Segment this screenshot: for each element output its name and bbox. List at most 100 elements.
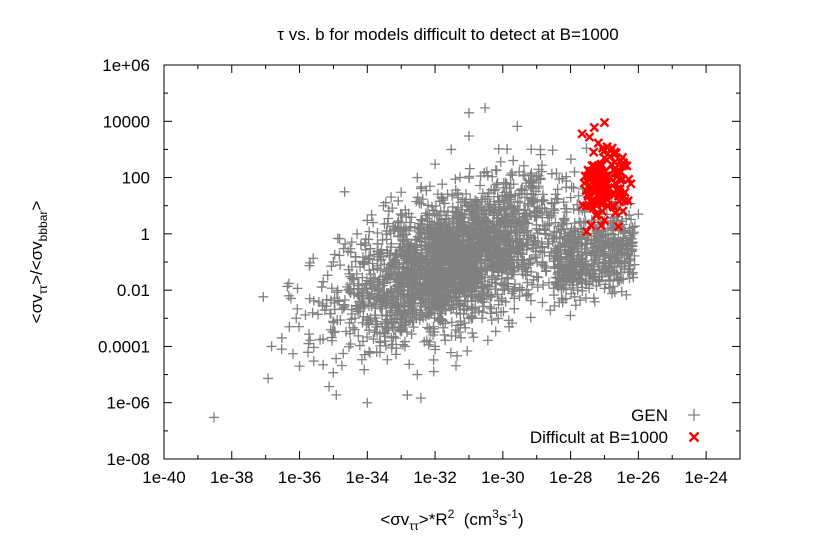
gen-point bbox=[512, 196, 523, 207]
gen-point bbox=[502, 272, 513, 283]
gen-point bbox=[434, 256, 445, 267]
difficult-point bbox=[599, 215, 610, 226]
gen-point bbox=[628, 272, 639, 283]
x-axis-tick-labels: 1e-40 1e-38 1e-36 1e-34 1e-32 1e-30 1e-28 1e-26… bbox=[142, 468, 728, 487]
gen-point bbox=[334, 233, 345, 244]
gen-point bbox=[287, 348, 298, 359]
gen-point bbox=[546, 198, 557, 209]
gen-point bbox=[490, 251, 501, 262]
gen-point bbox=[556, 259, 567, 270]
difficult-point bbox=[620, 187, 630, 198]
gen-point bbox=[318, 276, 329, 287]
gen-point bbox=[452, 350, 463, 361]
gen-point bbox=[483, 290, 494, 301]
gen-point bbox=[328, 316, 339, 327]
gen-point bbox=[419, 297, 430, 308]
gen-point bbox=[358, 259, 369, 270]
gen-point bbox=[392, 274, 403, 285]
gen-point bbox=[463, 131, 474, 142]
gen-point bbox=[331, 353, 342, 364]
gen-point bbox=[451, 266, 462, 277]
gen-point bbox=[509, 265, 520, 276]
gen-point bbox=[326, 261, 337, 272]
gen-point bbox=[340, 238, 351, 249]
gen-point bbox=[396, 187, 407, 198]
gen-point bbox=[491, 165, 502, 176]
gen-point bbox=[504, 321, 515, 332]
series-difficult-points bbox=[577, 117, 636, 237]
legend-marker-gen bbox=[688, 409, 700, 421]
gen-point bbox=[487, 220, 498, 231]
gen-point bbox=[328, 367, 339, 378]
gen-point bbox=[623, 243, 634, 254]
gen-point bbox=[433, 249, 444, 260]
gen-point bbox=[397, 226, 408, 237]
gen-point bbox=[495, 156, 506, 167]
gen-point bbox=[419, 281, 430, 292]
gen-point bbox=[372, 254, 383, 265]
gen-point bbox=[425, 272, 436, 283]
gen-point bbox=[319, 305, 330, 316]
gen-point bbox=[415, 253, 426, 264]
gen-point bbox=[345, 339, 356, 350]
gen-point bbox=[303, 329, 314, 340]
gen-point bbox=[327, 335, 338, 346]
gen-point bbox=[419, 240, 430, 251]
gen-point bbox=[338, 302, 349, 313]
gen-point bbox=[381, 266, 392, 277]
gen-point bbox=[531, 223, 542, 234]
gen-point bbox=[387, 322, 398, 333]
gen-point bbox=[438, 322, 449, 333]
gen-point bbox=[444, 277, 455, 288]
gen-point bbox=[322, 270, 333, 281]
gen-point bbox=[294, 361, 305, 372]
gen-point bbox=[422, 228, 433, 239]
gen-point bbox=[619, 258, 630, 269]
gen-point bbox=[473, 292, 484, 303]
gen-point bbox=[535, 144, 546, 155]
gen-point bbox=[329, 249, 340, 260]
gen-point bbox=[422, 200, 433, 211]
gen-point bbox=[509, 303, 520, 314]
gen-point bbox=[462, 346, 473, 357]
gen-point bbox=[581, 238, 592, 249]
gen-point bbox=[585, 269, 596, 280]
gen-point bbox=[527, 279, 538, 290]
difficult-point bbox=[596, 199, 607, 210]
gen-point bbox=[374, 284, 385, 295]
gen-point bbox=[368, 334, 379, 345]
gen-point bbox=[338, 243, 349, 254]
gen-point bbox=[404, 217, 415, 228]
gen-point bbox=[486, 315, 497, 326]
y-tick-label: 1e-08 bbox=[107, 450, 150, 469]
y-tick-label: 1e+06 bbox=[102, 56, 150, 75]
gen-point bbox=[412, 172, 423, 183]
gen-point bbox=[589, 249, 600, 260]
gen-point bbox=[458, 308, 469, 319]
gen-point bbox=[523, 218, 534, 229]
gen-point bbox=[427, 291, 438, 302]
gen-point bbox=[386, 238, 397, 249]
gen-point bbox=[481, 166, 492, 177]
gen-point bbox=[428, 354, 439, 365]
gen-point bbox=[404, 359, 415, 370]
gen-point bbox=[550, 189, 561, 200]
gen-point bbox=[509, 293, 520, 304]
y-axis-label: <σvττ>/<σvbbbar> bbox=[27, 201, 50, 324]
gen-point bbox=[401, 211, 412, 222]
gen-point bbox=[600, 263, 611, 274]
gen-point bbox=[343, 285, 354, 296]
gen-point bbox=[375, 340, 386, 351]
gen-point bbox=[500, 236, 511, 247]
gen-point bbox=[461, 222, 472, 233]
gen-point bbox=[624, 260, 635, 271]
gen-point bbox=[385, 248, 396, 259]
gen-point bbox=[626, 214, 637, 225]
gen-point bbox=[440, 305, 451, 316]
x-tick-label: 1e-26 bbox=[617, 468, 660, 487]
gen-point bbox=[346, 261, 357, 272]
y-tick-label: 100 bbox=[122, 169, 150, 188]
gen-point bbox=[621, 248, 632, 259]
gen-point bbox=[283, 290, 294, 301]
gen-point bbox=[523, 198, 534, 209]
